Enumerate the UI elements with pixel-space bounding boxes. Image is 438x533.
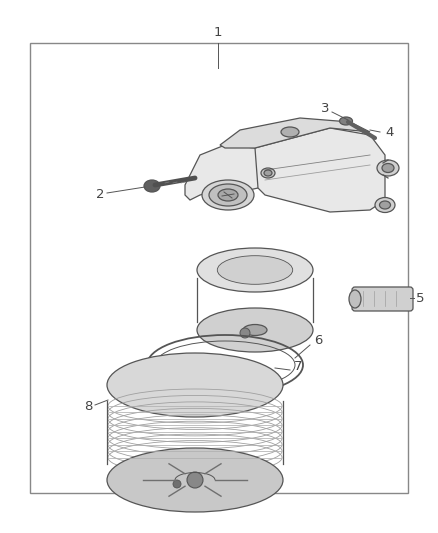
Text: 8: 8	[84, 400, 92, 414]
Ellipse shape	[264, 170, 272, 176]
Text: 2: 2	[96, 188, 104, 200]
Ellipse shape	[218, 189, 238, 201]
Ellipse shape	[375, 198, 395, 213]
Ellipse shape	[202, 180, 254, 210]
Ellipse shape	[144, 180, 160, 192]
Circle shape	[240, 328, 250, 338]
Text: 4: 4	[386, 125, 394, 139]
Ellipse shape	[379, 201, 391, 209]
Polygon shape	[220, 118, 370, 148]
Ellipse shape	[107, 448, 283, 512]
Ellipse shape	[197, 308, 313, 352]
Ellipse shape	[339, 117, 353, 125]
Text: 1: 1	[214, 26, 222, 38]
Ellipse shape	[243, 325, 267, 335]
Circle shape	[187, 472, 203, 488]
Polygon shape	[255, 128, 385, 212]
Ellipse shape	[349, 290, 361, 308]
Ellipse shape	[377, 160, 399, 176]
Ellipse shape	[107, 353, 283, 417]
Ellipse shape	[209, 184, 247, 206]
FancyBboxPatch shape	[352, 287, 413, 311]
Text: 3: 3	[321, 101, 329, 115]
Bar	[30, 43, 408, 493]
Text: 6: 6	[314, 334, 322, 346]
Ellipse shape	[281, 127, 299, 137]
Polygon shape	[185, 145, 270, 200]
Text: 5: 5	[416, 292, 424, 304]
Text: 7: 7	[294, 359, 302, 373]
Ellipse shape	[197, 248, 313, 292]
Circle shape	[173, 480, 181, 488]
Ellipse shape	[382, 164, 394, 173]
Ellipse shape	[217, 256, 293, 284]
Ellipse shape	[261, 168, 275, 178]
